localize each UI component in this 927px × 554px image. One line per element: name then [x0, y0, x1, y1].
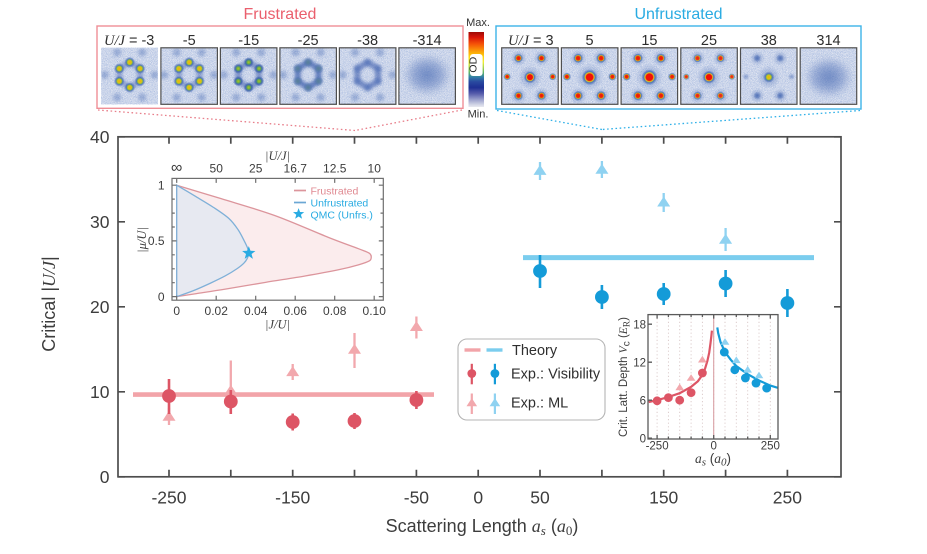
svg-text:Frustrated: Frustrated: [311, 185, 359, 197]
svg-text:Crit. Latt. Depth Vc (ER): Crit. Latt. Depth Vc (ER): [618, 317, 633, 437]
svg-text:-314: -314: [413, 33, 442, 49]
svg-text:U/J = 3: U/J = 3: [508, 33, 554, 49]
svg-text:-15: -15: [238, 33, 259, 49]
svg-text:0.5: 0.5: [148, 234, 165, 248]
svg-text:20: 20: [90, 297, 110, 317]
svg-text:Theory: Theory: [512, 343, 558, 359]
svg-text:5: 5: [586, 33, 594, 49]
svg-text:|J/U|: |J/U|: [265, 318, 290, 332]
svg-text:-5: -5: [183, 33, 196, 49]
svg-text:250: 250: [761, 441, 780, 453]
svg-text:40: 40: [90, 127, 110, 147]
svg-text:250: 250: [773, 488, 802, 508]
svg-text:0.10: 0.10: [363, 304, 387, 318]
svg-text:|μ/U|: |μ/U|: [135, 227, 149, 253]
svg-text:25: 25: [701, 33, 717, 49]
svg-text:6: 6: [640, 396, 646, 408]
svg-text:Frustrated: Frustrated: [244, 6, 317, 23]
svg-text:Min.: Min.: [468, 109, 489, 121]
svg-text:50: 50: [530, 488, 550, 508]
svg-text:12.5: 12.5: [323, 162, 347, 176]
svg-text:-250: -250: [646, 441, 669, 453]
svg-text:16.7: 16.7: [284, 162, 308, 176]
svg-text:as (a0): as (a0): [695, 451, 731, 469]
svg-text:-150: -150: [275, 488, 310, 508]
svg-text:1: 1: [158, 179, 165, 193]
svg-text:38: 38: [761, 33, 777, 49]
svg-text:0: 0: [710, 441, 716, 453]
svg-text:∞: ∞: [171, 160, 182, 177]
svg-text:50: 50: [210, 162, 224, 176]
svg-text:Max.: Max.: [466, 17, 490, 29]
svg-text:Unfrustrated: Unfrustrated: [634, 6, 722, 23]
svg-text:-38: -38: [357, 33, 378, 49]
svg-text:25: 25: [249, 162, 263, 176]
svg-text:Unfrustrated: Unfrustrated: [311, 197, 369, 209]
svg-text:-50: -50: [404, 488, 430, 508]
svg-text:0: 0: [173, 304, 180, 318]
svg-text:10: 10: [90, 382, 110, 402]
svg-text:0: 0: [640, 433, 646, 445]
svg-text:15: 15: [641, 33, 657, 49]
svg-text:Exp.: ML: Exp.: ML: [511, 396, 568, 412]
svg-text:314: 314: [816, 33, 840, 49]
svg-text:0: 0: [100, 467, 110, 487]
svg-text:30: 30: [90, 212, 110, 232]
svg-text:10: 10: [368, 162, 382, 176]
svg-text:0.04: 0.04: [244, 304, 268, 318]
svg-text:Critical |U/J|: Critical |U/J|: [39, 256, 59, 351]
svg-text:Exp.: Visibility: Exp.: Visibility: [511, 367, 601, 383]
svg-text:-25: -25: [298, 33, 319, 49]
svg-text:150: 150: [649, 488, 678, 508]
svg-text:QMC (Unfrs.): QMC (Unfrs.): [311, 209, 373, 221]
svg-text:18: 18: [633, 320, 646, 332]
svg-text:U/J = -3: U/J = -3: [104, 33, 154, 49]
svg-text:|U/J|: |U/J|: [265, 149, 290, 163]
svg-text:0.02: 0.02: [205, 304, 229, 318]
svg-text:Scattering Length as (a0): Scattering Length as (a0): [386, 516, 579, 538]
svg-text:0.08: 0.08: [323, 304, 347, 318]
svg-text:0.06: 0.06: [284, 304, 308, 318]
svg-text:0: 0: [158, 290, 165, 304]
svg-text:-250: -250: [151, 488, 186, 508]
svg-text:OD: OD: [467, 56, 479, 72]
svg-text:0: 0: [473, 488, 483, 508]
svg-text:12: 12: [633, 358, 646, 370]
